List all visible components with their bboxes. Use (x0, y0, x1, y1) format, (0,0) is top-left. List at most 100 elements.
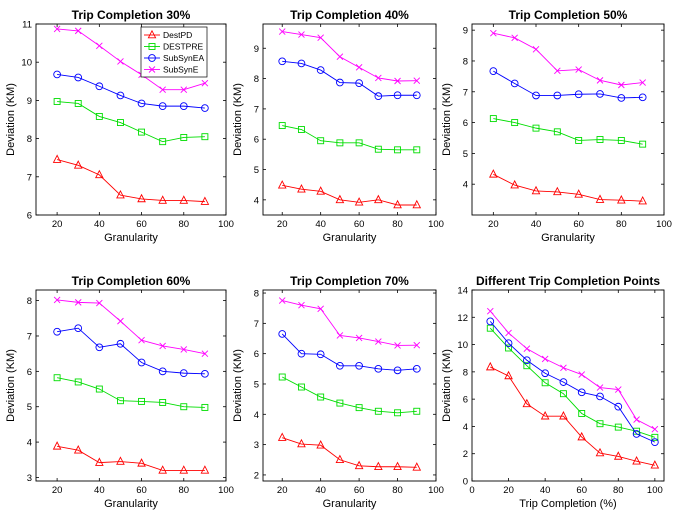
data-point-subsynea (412, 91, 421, 100)
y-axis-label: Deviation (KM) (232, 349, 244, 422)
data-point-destpre (278, 122, 286, 130)
data-point-destpd (393, 461, 402, 471)
x-tick-label: 100 (428, 485, 444, 496)
y-tick-label: 10 (457, 340, 468, 351)
chart-panel-4: Trip Completion 60% 20 40 60 80 100 3 4 5 6 7 8 Gran… (5, 274, 234, 510)
x-tick-label: 80 (178, 485, 189, 496)
x-tick-label: 60 (136, 485, 147, 496)
data-point-subsynea (74, 73, 83, 82)
x-tick-label: 20 (488, 219, 499, 230)
y-tick-label: 5 (254, 379, 259, 390)
legend-label-subsynea: SubSynEA (163, 53, 204, 63)
data-point-subsyne (96, 42, 103, 50)
data-point-destpd (116, 456, 125, 465)
data-point-subsynea (574, 90, 583, 99)
data-point-subsyne (336, 53, 344, 61)
data-point-destpre (541, 379, 549, 387)
series-line-destpre (57, 377, 205, 408)
data-point-destpd (94, 169, 104, 179)
data-point-destpre (489, 115, 497, 123)
y-tick-label: 6 (27, 367, 32, 378)
data-point-destpd (540, 411, 550, 420)
data-point-subsynea (316, 350, 325, 359)
data-point-subsyne (560, 364, 567, 372)
data-point-destpd (297, 184, 306, 193)
chart-title: Different Trip Completion Points (476, 274, 660, 288)
data-point-subsyne (53, 296, 61, 304)
data-point-destpd (335, 194, 345, 204)
legend-marker-destpre (148, 43, 156, 50)
data-point-subsynea (577, 388, 586, 397)
data-point-destpd (412, 199, 422, 209)
data-point-destpre (336, 399, 344, 407)
data-point-destpre (374, 407, 382, 415)
x-tick-label: 100 (647, 485, 663, 496)
chart-title: Trip Completion 40% (290, 8, 409, 22)
data-point-destpd (94, 457, 104, 466)
data-point-destpre (394, 409, 402, 417)
data-point-destpre (159, 399, 167, 406)
series-line-subsyne (282, 31, 417, 82)
data-point-destpd (52, 441, 62, 450)
plot-frame (262, 23, 437, 216)
data-point-subsyne (532, 45, 540, 53)
data-point-destpd (485, 361, 495, 371)
series-line-destpd (282, 184, 417, 206)
data-point-subsynea (489, 67, 498, 75)
data-point-subsyne (394, 342, 401, 349)
data-point-subsynea (278, 330, 287, 338)
x-tick-label: 40 (540, 485, 551, 496)
data-point-subsynea (53, 70, 61, 79)
x-tick-label: 40 (315, 219, 326, 230)
data-point-subsyne (596, 384, 604, 391)
data-point-subsyne (278, 297, 286, 304)
data-point-destpd (158, 465, 168, 474)
data-point-subsyne (505, 329, 512, 337)
chart-title: Trip Completion 60% (72, 274, 191, 288)
series-line-subsyne (489, 310, 656, 430)
y-tick-label: 5 (27, 402, 32, 413)
data-point-subsynea (596, 90, 604, 98)
y-tick-label: 2 (254, 470, 259, 481)
x-tick-label: 20 (277, 219, 288, 230)
data-point-subsynea (179, 369, 188, 377)
data-point-destpd (552, 186, 562, 196)
series-line-subsyne (282, 300, 417, 346)
data-point-destpre (596, 420, 604, 428)
chart-title: Trip Completion 70% (290, 274, 409, 288)
data-point-destpre (355, 139, 363, 147)
x-tick-label: 100 (218, 219, 234, 230)
data-point-destpd (137, 193, 146, 203)
data-point-subsyne (74, 27, 82, 35)
x-axis-label: Granularity (323, 498, 377, 510)
data-point-subsyne (639, 79, 646, 86)
data-point-destpd (574, 189, 584, 198)
data-point-destpre (413, 407, 421, 415)
data-point-destpre (639, 140, 647, 148)
y-tick-label: 8 (254, 74, 259, 85)
data-point-subsynea (412, 364, 421, 373)
data-point-destpd (116, 189, 125, 199)
data-point-destpd (559, 411, 568, 420)
data-point-subsyne (375, 338, 382, 345)
data-point-subsyne (375, 74, 382, 82)
data-point-destpd (137, 458, 146, 467)
data-point-subsynea (336, 361, 344, 370)
data-point-destpd (522, 398, 532, 408)
data-point-destpd (354, 197, 364, 206)
data-point-subsyne (180, 86, 188, 94)
data-point-destpd (297, 438, 306, 448)
legend-marker-subsynea (148, 54, 156, 62)
x-tick-label: 60 (576, 485, 587, 496)
legend-marker-subsyne (148, 66, 156, 73)
data-point-subsynea (393, 91, 402, 100)
y-axis-label: Deviation (KM) (5, 83, 17, 156)
y-tick-label: 9 (27, 96, 32, 107)
data-point-subsynea (541, 369, 549, 378)
y-tick-label: 6 (463, 118, 468, 129)
y-tick-label: 7 (27, 172, 32, 183)
data-point-destpd (335, 454, 345, 464)
data-point-destpd (73, 160, 83, 169)
x-tick-label: 60 (573, 219, 584, 230)
